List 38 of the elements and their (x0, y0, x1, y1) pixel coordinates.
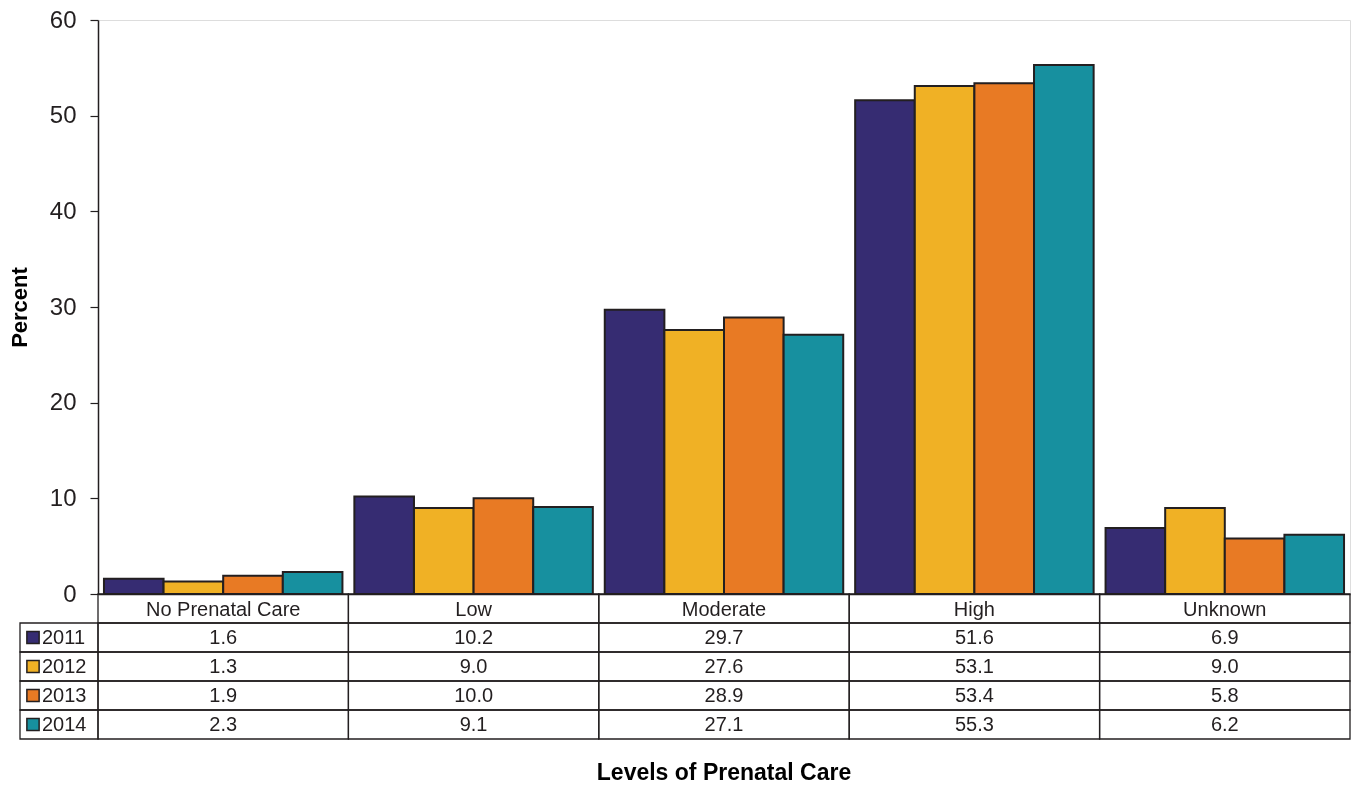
x-tick-label: Unknown (1183, 597, 1267, 620)
data-label: 29.7 (704, 625, 744, 648)
data-label: 55.3 (954, 712, 994, 735)
x-tick-label: Moderate (681, 597, 767, 620)
x-tick-label: No Prenatal Care (145, 597, 301, 620)
data-label: 27.1 (704, 712, 744, 735)
y-tick-label: 30 (49, 292, 77, 320)
data-label: 28.9 (704, 683, 744, 706)
data-label: 9.1 (459, 712, 488, 735)
data-label: 1.6 (209, 625, 238, 648)
data-label: 53.4 (954, 683, 994, 706)
y-tick-label: 60 (49, 5, 77, 33)
y-tick-label: 40 (49, 196, 77, 224)
x-tick-label: High (953, 597, 995, 620)
data-label: 10.0 (454, 683, 494, 706)
legend-label: 2012 (42, 654, 87, 677)
legend-label: 2011 (42, 625, 86, 648)
data-label: 2.3 (209, 712, 238, 735)
data-label: 53.1 (954, 654, 994, 677)
data-label: 1.3 (209, 654, 238, 677)
y-tick-label: 10 (49, 483, 77, 511)
text: Levels of Prenatal Care (596, 759, 852, 785)
data-label: 27.6 (704, 654, 744, 677)
y-tick-label: 0 (63, 579, 77, 607)
y-tick-label: 50 (49, 101, 77, 129)
y-axis-title: Percent (6, 266, 32, 348)
data-label: 51.6 (954, 625, 994, 648)
legend-label: 2014 (42, 712, 87, 735)
data-label: 6.9 (1210, 625, 1239, 648)
data-label: 6.2 (1210, 712, 1239, 735)
data-label: 9.0 (1210, 654, 1239, 677)
data-label: 10.2 (454, 625, 494, 648)
data-label: 9.0 (459, 654, 488, 677)
x-tick-label: Low (455, 597, 493, 620)
data-label: 1.9 (209, 683, 238, 706)
y-tick-label: 20 (49, 388, 77, 416)
legend-label: 2013 (42, 683, 87, 706)
data-label: 5.8 (1210, 683, 1239, 706)
